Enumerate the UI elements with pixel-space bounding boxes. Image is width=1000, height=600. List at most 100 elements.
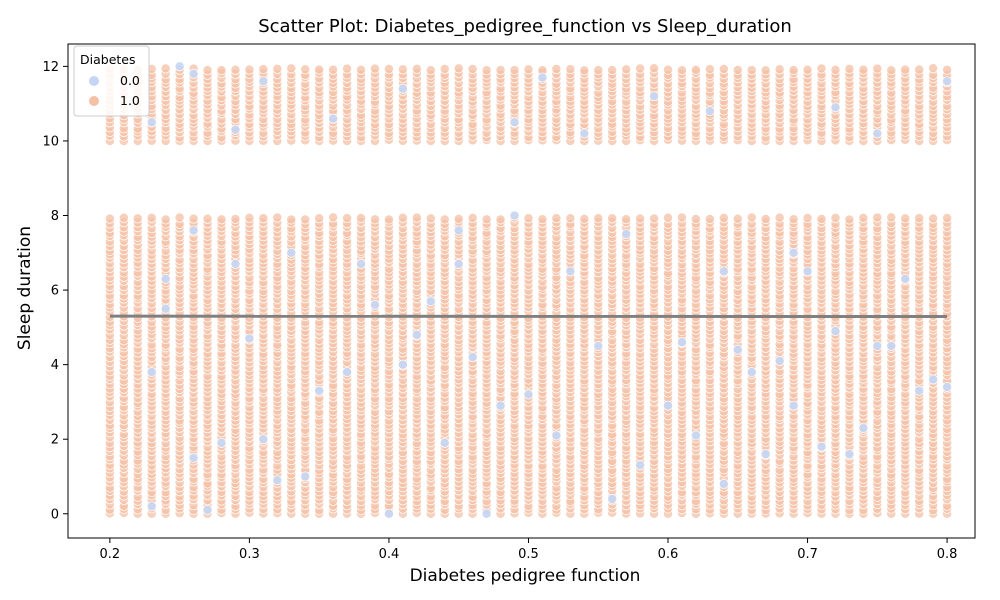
data-point	[425, 213, 436, 224]
data-point	[453, 63, 464, 74]
data-point	[453, 213, 464, 224]
data-point	[802, 213, 813, 223]
data-point	[509, 65, 520, 76]
data-point	[565, 64, 576, 75]
data-point	[300, 64, 311, 75]
data-point	[914, 64, 925, 75]
data-point	[579, 213, 590, 224]
data-point	[844, 214, 855, 225]
data-point	[174, 212, 185, 223]
data-point	[481, 214, 492, 225]
data-point	[118, 212, 129, 223]
data-point	[467, 64, 478, 74]
data-point	[760, 65, 771, 76]
data-point	[663, 64, 673, 75]
data-point	[160, 63, 171, 74]
plot-area	[104, 61, 953, 519]
data-point	[272, 212, 283, 223]
data-point	[844, 63, 855, 74]
data-point	[830, 212, 841, 223]
data-point	[244, 212, 255, 223]
data-point	[872, 63, 883, 74]
data-point	[383, 64, 394, 74]
data-point	[649, 63, 660, 74]
data-point	[746, 65, 757, 76]
data-point	[774, 64, 785, 75]
data-point	[397, 212, 408, 223]
data-point	[383, 214, 394, 225]
data-point	[411, 63, 422, 74]
data-point	[551, 64, 562, 74]
data-point	[523, 64, 534, 75]
data-point	[258, 64, 269, 75]
series-1.0	[104, 63, 953, 519]
data-point	[900, 64, 911, 75]
data-point	[272, 63, 283, 74]
data-point	[635, 63, 646, 74]
data-point	[342, 63, 353, 74]
data-point	[537, 214, 548, 225]
data-point	[635, 213, 646, 224]
data-point	[328, 212, 339, 223]
data-point	[216, 65, 227, 76]
data-point	[467, 212, 478, 223]
data-point	[593, 65, 604, 76]
data-point	[481, 65, 492, 76]
data-point	[356, 213, 366, 223]
data-point	[411, 212, 422, 223]
data-point	[258, 213, 269, 224]
data-point	[621, 64, 632, 75]
data-point	[565, 213, 576, 224]
data-point	[286, 214, 297, 225]
data-point	[314, 213, 325, 224]
data-point	[593, 213, 604, 224]
data-point	[439, 64, 450, 74]
data-point	[230, 214, 241, 224]
data-point	[607, 65, 618, 76]
data-point	[718, 64, 729, 74]
data-point	[188, 213, 199, 224]
data-point	[314, 64, 325, 75]
data-point	[300, 214, 311, 225]
data-point	[397, 64, 408, 75]
data-point	[146, 212, 157, 223]
data-point	[649, 213, 660, 224]
data-point	[677, 65, 687, 76]
data-point	[704, 64, 715, 75]
data-point	[579, 65, 590, 76]
data-point	[523, 213, 534, 224]
data-point	[621, 214, 632, 225]
data-point	[230, 64, 241, 75]
data-point	[495, 65, 506, 75]
data-point	[132, 213, 143, 224]
data-point	[607, 213, 618, 224]
data-point	[704, 214, 715, 224]
data-point	[425, 65, 436, 76]
data-point	[690, 214, 701, 224]
data-point	[663, 212, 673, 223]
data-point	[900, 213, 911, 224]
data-point	[216, 214, 227, 225]
data-point	[244, 64, 255, 75]
data-point	[914, 213, 925, 224]
data-point	[104, 213, 115, 224]
data-point	[732, 65, 743, 75]
data-point	[677, 212, 687, 223]
data-point	[690, 64, 701, 75]
data-point	[830, 64, 841, 75]
data-point	[788, 214, 799, 225]
data-point	[356, 64, 366, 75]
data-point	[802, 64, 813, 75]
data-point	[342, 213, 353, 224]
data-point	[551, 213, 562, 224]
data-point	[439, 214, 450, 225]
data-point	[370, 63, 380, 74]
data-point	[746, 212, 757, 223]
data-point	[858, 212, 869, 223]
data-point	[202, 65, 213, 76]
data-point	[886, 65, 897, 76]
data-point	[774, 212, 785, 223]
data-point	[495, 214, 506, 225]
data-point	[718, 213, 729, 223]
